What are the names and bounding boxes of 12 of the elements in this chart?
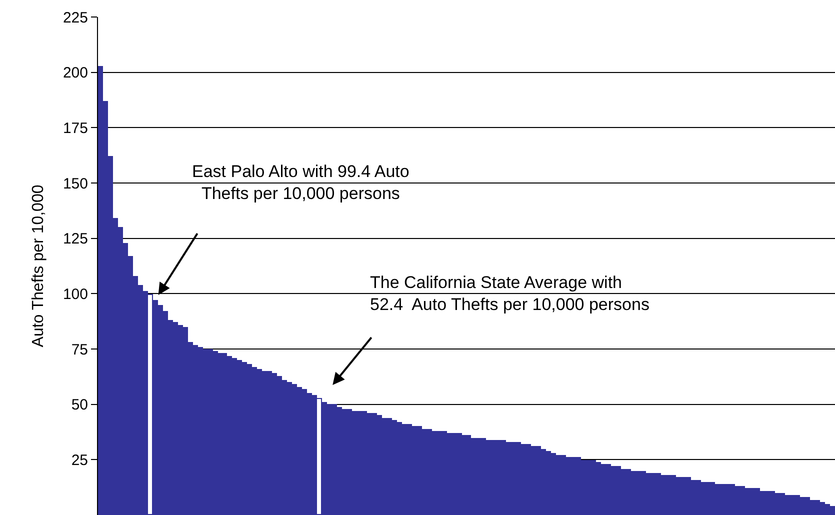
y-tick-label: 150 <box>62 175 88 192</box>
y-tick-label: 225 <box>62 9 88 26</box>
y-tick-label: 75 <box>71 341 88 358</box>
y-tick-label: 200 <box>62 64 88 82</box>
y-tick-label: 25 <box>71 452 88 469</box>
annotation: The California State Average with 52.4 Auto Thefts per 10,000 persons <box>370 273 650 314</box>
y-tick-label: 50 <box>71 396 88 414</box>
y-tick-label: 125 <box>62 230 88 248</box>
annotation: East Palo Alto with 99.4 Auto Thefts per 10,000 persons <box>192 162 410 204</box>
y-tick-label: 175 <box>62 120 88 137</box>
y-axis-title: Auto Thefts per 10,000 <box>30 184 47 348</box>
y-tick-label: 100 <box>62 286 88 303</box>
